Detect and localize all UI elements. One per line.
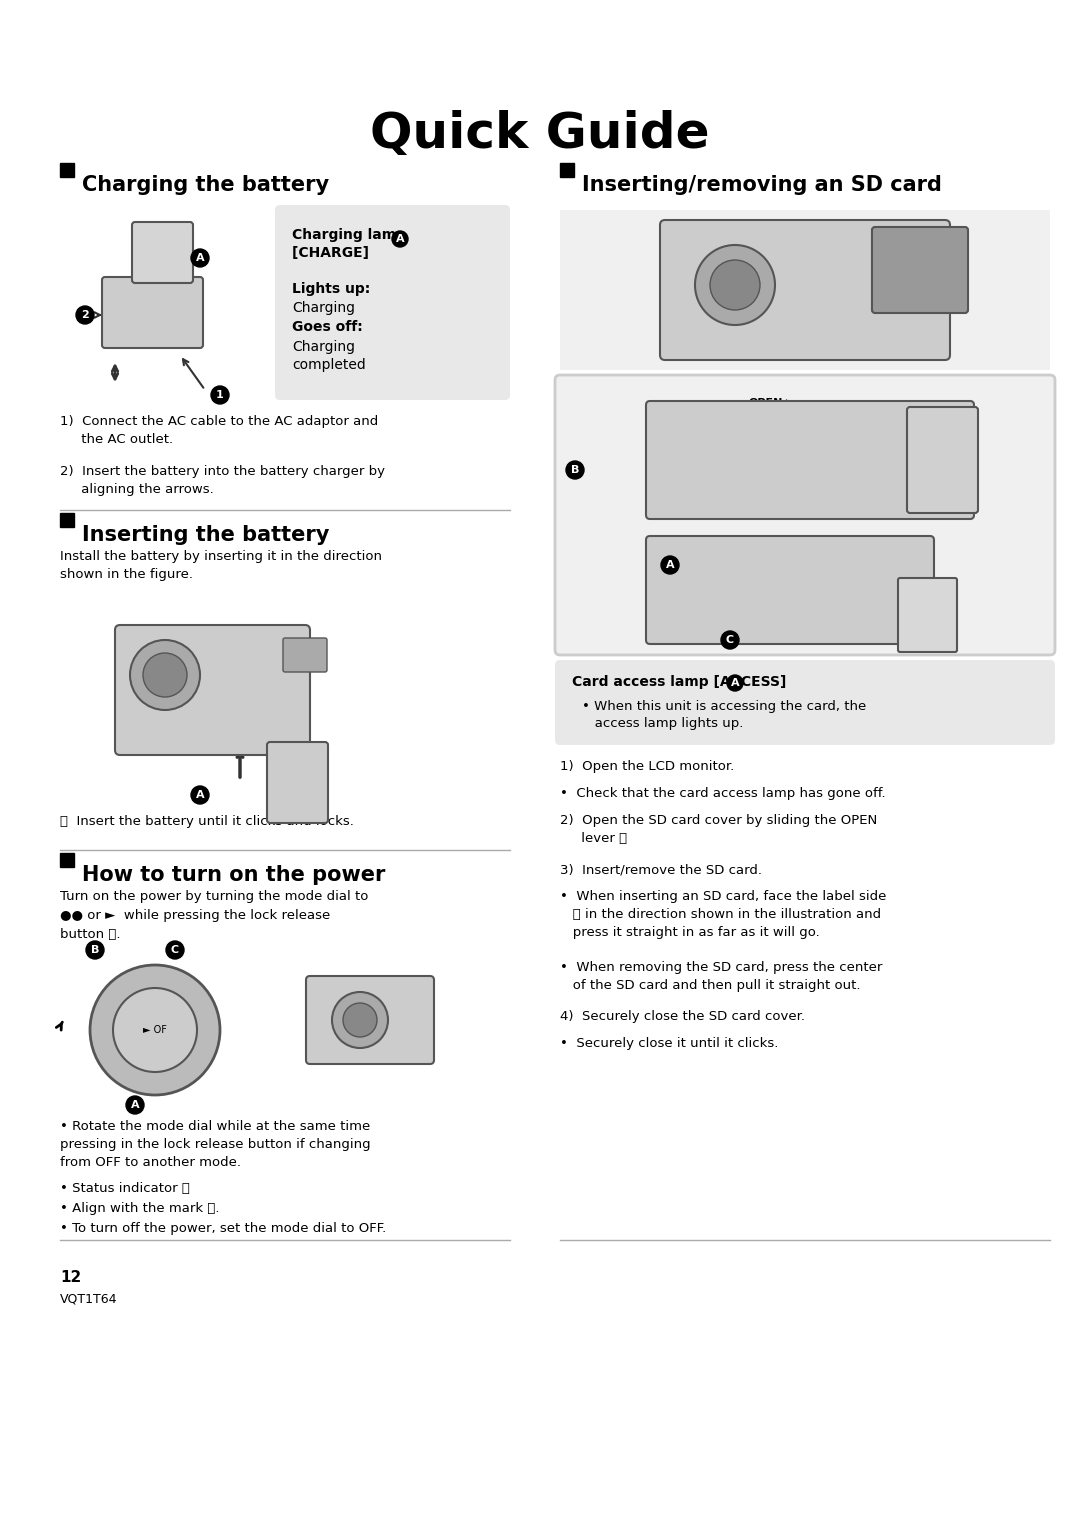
Text: ► OF: ► OF [143, 1025, 167, 1035]
Text: A: A [395, 233, 404, 244]
Text: 2)  Insert the battery into the battery charger by
     aligning the arrows.: 2) Insert the battery into the battery c… [60, 465, 384, 496]
Text: 2: 2 [81, 310, 89, 320]
Text: Turn on the power by turning the mode dial to
●● or ►  while pressing the lock r: Turn on the power by turning the mode di… [60, 890, 368, 942]
Circle shape [727, 674, 743, 691]
Circle shape [76, 307, 94, 324]
Text: • When this unit is accessing the card, the
   access lamp lights up.: • When this unit is accessing the card, … [582, 700, 866, 729]
FancyBboxPatch shape [561, 211, 1050, 369]
Text: A: A [195, 253, 204, 262]
Circle shape [211, 386, 229, 404]
Circle shape [343, 1003, 377, 1038]
Text: Charging the battery: Charging the battery [82, 175, 329, 195]
FancyBboxPatch shape [114, 626, 310, 755]
Text: Install the battery by inserting it in the direction
shown in the figure.: Install the battery by inserting it in t… [60, 549, 382, 581]
Text: • To turn off the power, set the mode dial to OFF.: • To turn off the power, set the mode di… [60, 1222, 387, 1235]
FancyBboxPatch shape [897, 578, 957, 652]
Text: • Align with the mark Ⓒ.: • Align with the mark Ⓒ. [60, 1202, 219, 1215]
FancyBboxPatch shape [306, 977, 434, 1064]
Text: B: B [571, 465, 579, 475]
Circle shape [86, 942, 104, 958]
Text: 1)  Open the LCD monitor.: 1) Open the LCD monitor. [561, 760, 734, 774]
Text: Charging: Charging [292, 301, 355, 314]
Text: Inserting/removing an SD card: Inserting/removing an SD card [582, 175, 942, 195]
Text: 1)  Connect the AC cable to the AC adaptor and
     the AC outlet.: 1) Connect the AC cable to the AC adapto… [60, 415, 378, 446]
Text: C: C [171, 945, 179, 955]
Circle shape [721, 630, 739, 649]
Text: Charging
completed: Charging completed [292, 340, 366, 372]
Text: • Status indicator Ⓑ: • Status indicator Ⓑ [60, 1183, 190, 1195]
Text: C: C [726, 635, 734, 645]
Circle shape [191, 249, 210, 267]
Text: 12: 12 [60, 1270, 81, 1285]
Circle shape [126, 1096, 144, 1114]
FancyBboxPatch shape [132, 221, 193, 282]
FancyBboxPatch shape [646, 536, 934, 644]
FancyBboxPatch shape [907, 407, 978, 513]
Text: •  Securely close it until it clicks.: • Securely close it until it clicks. [561, 1038, 779, 1050]
Bar [60, 853, 75, 867]
Text: Card access lamp [ACCESS]: Card access lamp [ACCESS] [572, 674, 792, 690]
Circle shape [166, 942, 184, 958]
Text: 2)  Open the SD card cover by sliding the OPEN
     lever Ⓑ: 2) Open the SD card cover by sliding the… [561, 813, 877, 845]
Circle shape [710, 259, 760, 310]
Text: •  Check that the card access lamp has gone off.: • Check that the card access lamp has go… [561, 787, 886, 800]
Text: •  When removing the SD card, press the center
   of the SD card and then pull i: • When removing the SD card, press the c… [561, 961, 882, 992]
Text: Goes off:: Goes off: [292, 320, 363, 334]
Text: 4)  Securely close the SD card cover.: 4) Securely close the SD card cover. [561, 1010, 805, 1022]
Text: OPEN▲: OPEN▲ [748, 398, 792, 407]
FancyBboxPatch shape [660, 220, 950, 360]
Text: VQT1T64: VQT1T64 [60, 1293, 118, 1305]
Text: Ⓐ  Insert the battery until it clicks and locks.: Ⓐ Insert the battery until it clicks and… [60, 815, 354, 829]
Bar [60, 513, 75, 526]
Text: Inserting the battery: Inserting the battery [82, 525, 329, 545]
Text: Charging lamp
[CHARGE]: Charging lamp [CHARGE] [292, 227, 406, 261]
Text: B: B [91, 945, 99, 955]
Circle shape [113, 987, 197, 1071]
FancyBboxPatch shape [555, 661, 1055, 745]
Text: How to turn on the power: How to turn on the power [82, 865, 386, 885]
Circle shape [332, 992, 388, 1048]
Text: • Rotate the mode dial while at the same time
pressing in the lock release butto: • Rotate the mode dial while at the same… [60, 1120, 370, 1169]
Text: Lights up:: Lights up: [292, 282, 370, 296]
Circle shape [566, 461, 584, 479]
FancyBboxPatch shape [646, 401, 974, 519]
Text: •  When inserting an SD card, face the label side
   Ⓒ in the direction shown in: • When inserting an SD card, face the la… [561, 890, 887, 938]
Text: A: A [665, 560, 674, 571]
Circle shape [130, 639, 200, 710]
FancyBboxPatch shape [275, 204, 510, 400]
Text: A: A [131, 1100, 139, 1109]
FancyBboxPatch shape [102, 278, 203, 348]
Bar [561, 163, 573, 177]
FancyBboxPatch shape [283, 638, 327, 671]
Text: 1: 1 [216, 391, 224, 400]
Circle shape [696, 246, 775, 325]
FancyBboxPatch shape [267, 742, 328, 823]
Circle shape [143, 653, 187, 697]
Circle shape [392, 230, 408, 247]
Circle shape [661, 555, 679, 574]
Circle shape [90, 964, 220, 1096]
Circle shape [191, 786, 210, 804]
Text: Quick Guide: Quick Guide [370, 110, 710, 159]
Text: 3)  Insert/remove the SD card.: 3) Insert/remove the SD card. [561, 864, 762, 876]
FancyBboxPatch shape [872, 227, 968, 313]
Bar [60, 163, 75, 177]
FancyBboxPatch shape [555, 375, 1055, 655]
Text: A: A [195, 790, 204, 800]
Text: A: A [731, 678, 740, 688]
